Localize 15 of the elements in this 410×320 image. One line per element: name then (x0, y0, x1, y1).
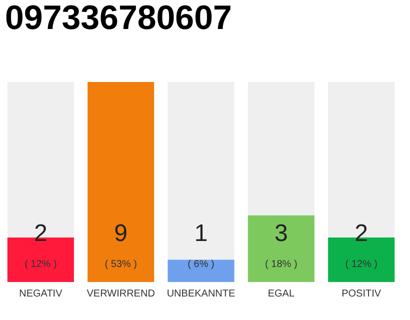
x-tick-label: UNBEKANNTE (166, 288, 236, 300)
x-tick-label: NEGATIV (19, 288, 63, 300)
annotation: ( 53% ) (104, 259, 137, 270)
x-tick-label: EGAL (268, 288, 295, 300)
annotation: ( 18% ) (265, 259, 298, 270)
x-tick-label: POSITIV (342, 288, 382, 300)
annotation: ( 12% ) (345, 259, 378, 270)
data-label: 9 (114, 220, 128, 247)
chart-title: 097336780607 (5, 0, 232, 37)
bar (168, 260, 234, 282)
data-label: 1 (194, 220, 208, 247)
data-label: 3 (274, 220, 288, 247)
annotation: ( 6% ) (188, 259, 214, 270)
annotation: ( 12% ) (24, 259, 57, 270)
x-tick-label: VERWIRREND (86, 288, 155, 300)
